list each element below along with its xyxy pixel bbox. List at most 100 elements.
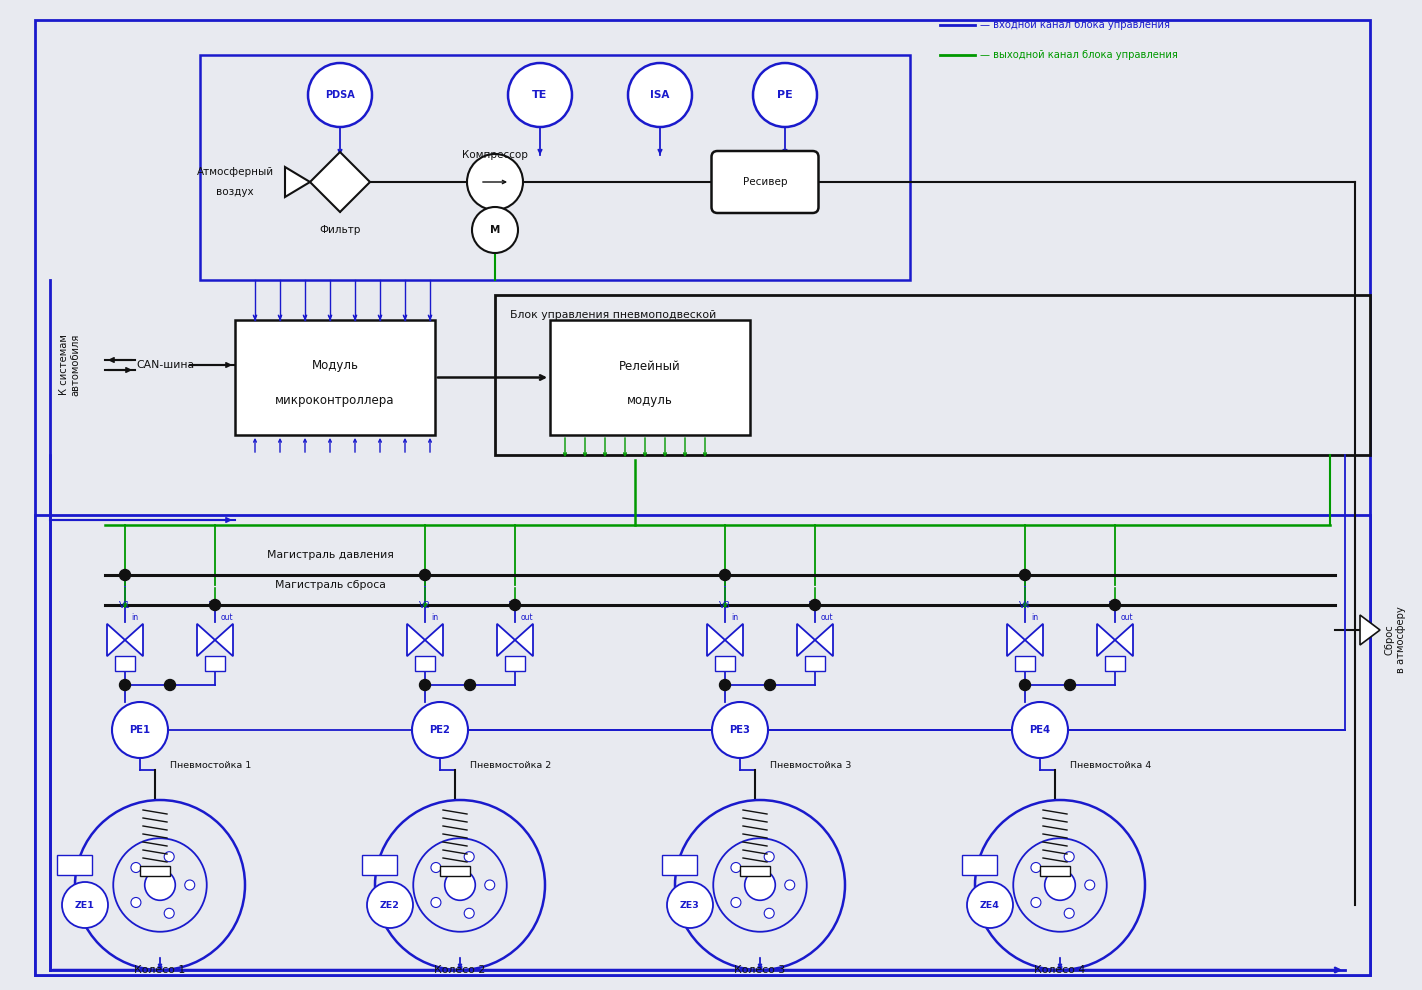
Bar <box>739 866 769 876</box>
Circle shape <box>1014 839 1106 932</box>
Polygon shape <box>796 624 815 656</box>
Bar <box>205 656 225 671</box>
Text: Блок управления пневмоподвеской: Блок управления пневмоподвеской <box>510 310 717 320</box>
Polygon shape <box>707 624 725 656</box>
Circle shape <box>466 154 523 210</box>
Text: Пневмостойка 1: Пневмостойка 1 <box>171 760 252 769</box>
Circle shape <box>114 839 206 932</box>
Text: воздух: воздух <box>216 187 253 197</box>
Circle shape <box>1065 679 1075 690</box>
Circle shape <box>712 702 768 758</box>
Text: PE4: PE4 <box>1030 725 1051 735</box>
Circle shape <box>1031 862 1041 872</box>
FancyBboxPatch shape <box>711 151 819 213</box>
Text: Колесо 1: Колесо 1 <box>134 965 186 975</box>
Circle shape <box>445 869 475 900</box>
Circle shape <box>675 800 845 970</box>
Text: V2: V2 <box>419 601 431 610</box>
Text: Пневмостойка 4: Пневмостойка 4 <box>1069 760 1152 769</box>
Circle shape <box>1064 908 1074 919</box>
Circle shape <box>975 800 1145 970</box>
Circle shape <box>1045 869 1075 900</box>
Text: Пневмостойка 3: Пневмостойка 3 <box>769 760 852 769</box>
Circle shape <box>485 880 495 890</box>
Bar <box>805 656 825 671</box>
Text: ZE1: ZE1 <box>75 901 95 910</box>
Bar <box>1039 866 1069 876</box>
Polygon shape <box>107 624 125 656</box>
Text: модуль: модуль <box>627 394 673 407</box>
Bar <box>1105 656 1125 671</box>
Text: V4: V4 <box>1020 601 1031 610</box>
Circle shape <box>1109 600 1121 611</box>
Circle shape <box>185 880 195 890</box>
Circle shape <box>419 679 431 690</box>
Polygon shape <box>198 624 215 656</box>
Polygon shape <box>425 624 444 656</box>
Circle shape <box>731 862 741 872</box>
Text: CAN-шина: CAN-шина <box>137 360 193 370</box>
Text: Релейный: Релейный <box>619 359 681 372</box>
Circle shape <box>1020 569 1031 580</box>
Polygon shape <box>1359 615 1379 645</box>
Bar <box>439 866 471 876</box>
Bar <box>235 320 435 435</box>
Circle shape <box>119 679 131 690</box>
Polygon shape <box>215 624 233 656</box>
Text: Магистраль давления: Магистраль давления <box>266 550 394 560</box>
Circle shape <box>131 862 141 872</box>
Text: Модуль: Модуль <box>311 359 358 372</box>
Text: Колесо 2: Колесо 2 <box>434 965 486 975</box>
Bar <box>139 866 171 876</box>
Circle shape <box>309 63 373 127</box>
Circle shape <box>1085 880 1095 890</box>
Bar <box>550 320 749 435</box>
Circle shape <box>508 63 572 127</box>
Circle shape <box>119 569 131 580</box>
Text: V1: V1 <box>209 601 220 610</box>
Polygon shape <box>815 624 833 656</box>
Circle shape <box>1064 851 1074 861</box>
Text: in: in <box>731 613 738 622</box>
Polygon shape <box>1007 624 1025 656</box>
Bar <box>57 855 92 875</box>
Circle shape <box>209 600 220 611</box>
Circle shape <box>667 882 712 928</box>
Circle shape <box>1031 898 1041 908</box>
Text: PDSA: PDSA <box>326 90 356 100</box>
Circle shape <box>764 851 774 861</box>
Text: PE1: PE1 <box>129 725 151 735</box>
Circle shape <box>431 898 441 908</box>
Text: out: out <box>220 613 233 622</box>
Circle shape <box>412 702 468 758</box>
Text: in: in <box>131 613 138 622</box>
Text: ISA: ISA <box>650 90 670 100</box>
Circle shape <box>431 862 441 872</box>
Text: in: in <box>431 613 438 622</box>
Circle shape <box>731 898 741 908</box>
Circle shape <box>131 898 141 908</box>
Text: — входной канал блока управления: — входной канал блока управления <box>980 20 1170 30</box>
Circle shape <box>75 800 245 970</box>
Circle shape <box>1012 702 1068 758</box>
Circle shape <box>754 63 818 127</box>
Polygon shape <box>1096 624 1115 656</box>
Circle shape <box>720 569 731 580</box>
Circle shape <box>464 851 474 861</box>
Circle shape <box>714 839 806 932</box>
Text: К системам
автомобиля: К системам автомобиля <box>60 334 81 396</box>
Circle shape <box>375 800 545 970</box>
Text: M: M <box>489 225 501 235</box>
Bar <box>363 855 397 875</box>
Circle shape <box>63 882 108 928</box>
Circle shape <box>464 908 474 919</box>
Text: out: out <box>520 613 533 622</box>
Text: V3: V3 <box>720 601 731 610</box>
Text: Колесо 4: Колесо 4 <box>1034 965 1085 975</box>
Text: Пневмостойка 2: Пневмостойка 2 <box>471 760 552 769</box>
Circle shape <box>165 679 175 690</box>
Circle shape <box>509 600 520 611</box>
Text: out: out <box>820 613 833 622</box>
Text: out: out <box>1121 613 1133 622</box>
Text: Магистраль сброса: Магистраль сброса <box>274 580 385 590</box>
